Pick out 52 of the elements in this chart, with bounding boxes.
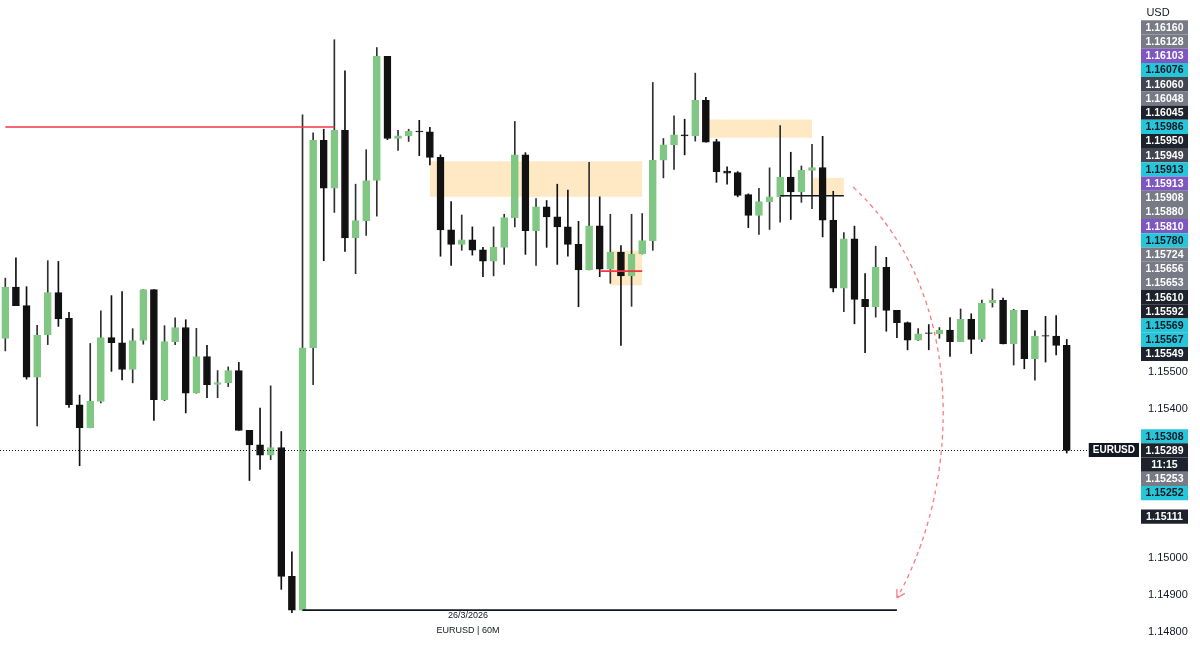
text: 1.15880	[1145, 205, 1184, 218]
text: 1.15567	[1145, 333, 1184, 346]
candlestick	[415, 119, 424, 156]
candlestick	[447, 201, 455, 266]
y-axis-title: USD	[1146, 6, 1170, 19]
candlestick	[256, 407, 264, 470]
text: 1.15252	[1145, 486, 1184, 499]
text: 1.16076	[1145, 63, 1184, 76]
candlestick	[553, 183, 562, 265]
text: 1.15653	[1145, 276, 1184, 289]
candlestick	[861, 273, 869, 354]
candlestick	[776, 125, 784, 223]
text: 1.15724	[1145, 247, 1184, 260]
y-tick-label: 1.15400	[1148, 402, 1188, 415]
text: 1.16060	[1145, 77, 1184, 90]
text: 11:15	[1151, 458, 1178, 471]
text: 1.15289	[1145, 443, 1184, 456]
ref-line-label: EURUSD	[1092, 444, 1135, 456]
candlestick	[786, 151, 795, 220]
y-tick-label: 1.15500	[1148, 365, 1188, 378]
text: 1.16048	[1145, 91, 1184, 104]
text: 1.15253	[1145, 472, 1184, 485]
text: 1.16128	[1145, 34, 1184, 47]
y-tick-label: 1.15000	[1148, 550, 1188, 563]
text: 1.15913	[1145, 162, 1184, 175]
text: 1.15549	[1145, 347, 1184, 360]
text: 1.15656	[1145, 262, 1184, 275]
text: 1.15913	[1145, 176, 1184, 189]
text: 1.15610	[1145, 290, 1184, 303]
y-tick-label: 1.14900	[1148, 587, 1188, 600]
candlestick	[808, 144, 816, 210]
candlestick	[266, 385, 275, 461]
text: 1.15780	[1145, 233, 1184, 246]
text: 1.15569	[1145, 318, 1184, 331]
text: 1.15949	[1145, 148, 1184, 161]
candlestick	[670, 115, 678, 170]
candlestick	[457, 214, 466, 251]
text: 1.16045	[1145, 105, 1184, 118]
text: 1.15810	[1145, 219, 1184, 232]
text: 1.15908	[1145, 191, 1184, 204]
y-tick-label: 1.14800	[1148, 625, 1188, 638]
text: 1.16160	[1145, 20, 1184, 33]
text: 1.15308	[1145, 429, 1184, 442]
annotation: EURUSD | 60M	[436, 625, 500, 636]
text: 1.15111	[1146, 510, 1184, 523]
candlestick	[1052, 315, 1060, 356]
text: 1.16103	[1145, 49, 1184, 62]
candlestick	[617, 245, 625, 346]
text: 1.15986	[1145, 120, 1184, 133]
text: 1.15592	[1145, 304, 1184, 317]
annotation: 26/3/2026	[447, 610, 489, 621]
text: 1.15950	[1145, 134, 1184, 147]
